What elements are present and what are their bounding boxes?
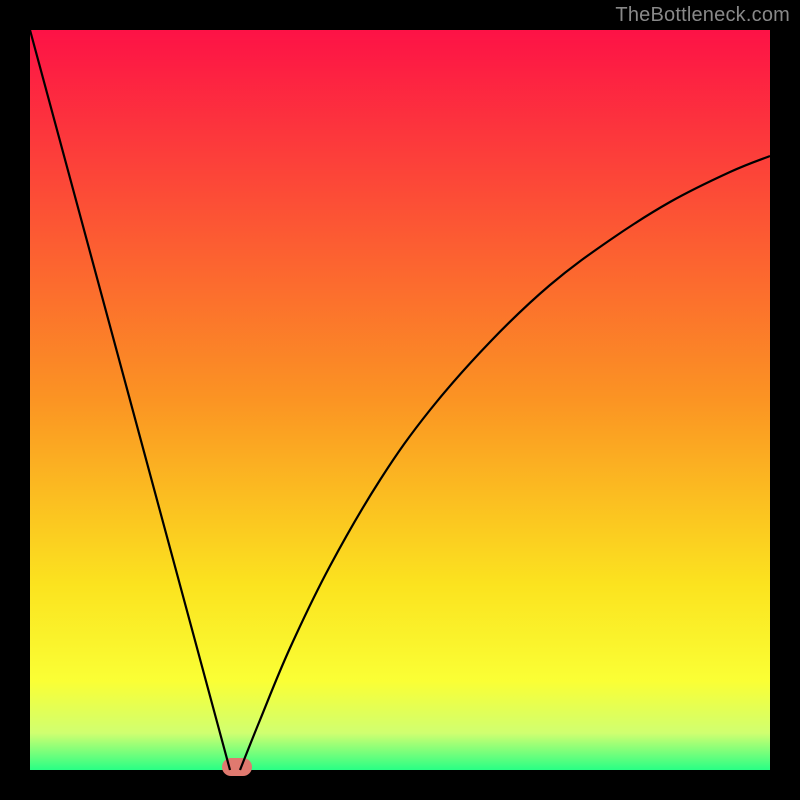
curve-svg: [30, 30, 770, 770]
right-curve: [240, 156, 770, 770]
left-curve: [30, 30, 230, 770]
plot-area: [30, 30, 770, 770]
watermark-text: TheBottleneck.com: [615, 4, 790, 27]
